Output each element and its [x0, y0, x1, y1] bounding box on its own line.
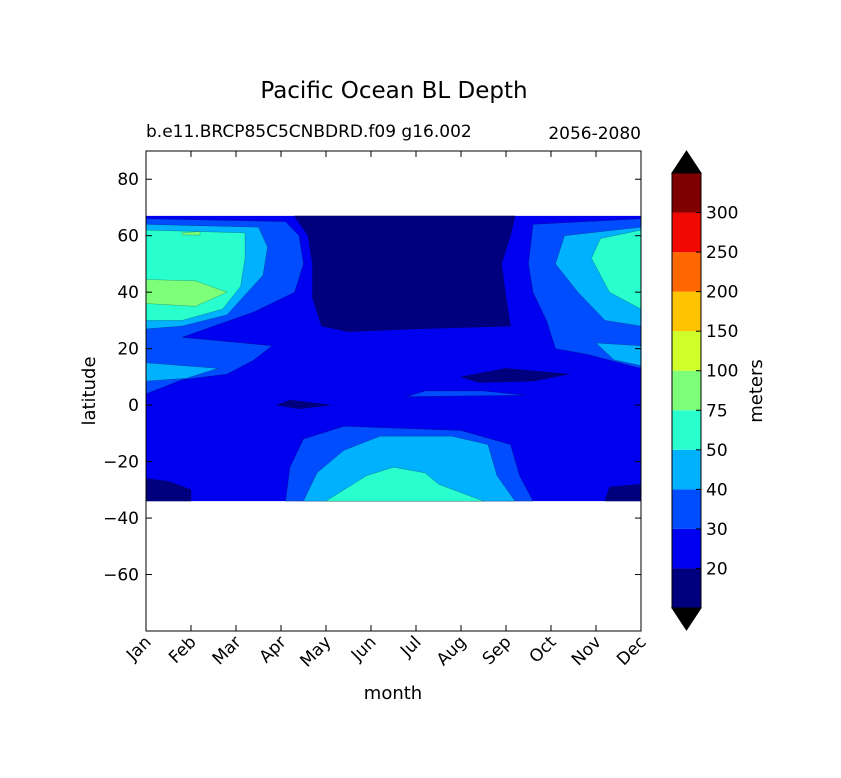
y-tick-label: 60 — [117, 227, 139, 247]
x-tick-label-mar: Mar — [209, 632, 246, 669]
contour-fill — [146, 215, 641, 502]
y-tick-label: 40 — [117, 283, 139, 303]
x-tick-label-aug: Aug — [433, 632, 471, 670]
x-tick-label-feb: Feb — [165, 632, 200, 667]
x-tick-label-nov: Nov — [568, 632, 606, 670]
contour-region-level-0 — [146, 478, 192, 502]
x-tick-label-jun: Jun — [347, 632, 381, 666]
contour-region-level-5 — [146, 279, 228, 307]
colorbar-tick-label: 50 — [706, 441, 728, 461]
contour-region-level-5 — [181, 231, 201, 236]
colorbar-segment — [672, 370, 701, 411]
y-tick-label: −40 — [103, 509, 139, 529]
colorbar-segment — [672, 489, 701, 529]
colorbar-tick-label: 150 — [706, 322, 738, 342]
colorbar-label: meters — [746, 359, 767, 423]
contour-region-level-0 — [604, 484, 641, 502]
colorbar-tick-label: 250 — [706, 243, 738, 263]
colorbar-tick-label: 30 — [706, 520, 728, 540]
x-tick-label-apr: Apr — [256, 632, 291, 667]
colorbar-segment — [672, 568, 701, 608]
colorbar-tick-label: 40 — [706, 480, 728, 500]
contour-region-level-0 — [275, 399, 331, 409]
y-axis-label: latitude — [79, 356, 100, 425]
chart-title: Pacific Ocean BL Depth — [260, 78, 527, 104]
colorbar: 20 30 40 50 75 100 150 200 250 300 — [671, 150, 738, 631]
y-tick-label: −60 — [103, 566, 139, 586]
colorbar-segment — [672, 252, 701, 292]
y-axis: 80 60 40 20 0 −20 −40 −60 — [103, 170, 641, 586]
colorbar-extend-bottom — [671, 607, 702, 631]
colorbar-tick-label: 300 — [706, 204, 738, 224]
chart-subtitle-left: b.e11.BRCP85C5CNBDRD.f09 g16.002 — [146, 122, 472, 142]
colorbar-segment — [672, 291, 701, 332]
colorbar-tick-label: 20 — [706, 559, 728, 579]
x-axis-label: month — [364, 683, 422, 704]
contour-region-level-3 — [146, 362, 219, 382]
colorbar-frame — [671, 172, 702, 609]
colorbar-tick-label: 200 — [706, 283, 738, 303]
contour-region-level-0 — [294, 215, 516, 332]
y-tick-label: 0 — [128, 396, 139, 416]
x-tick-label-jan: Jan — [122, 632, 155, 665]
colorbar-segment — [672, 331, 701, 371]
contour-region-level-2 — [406, 390, 525, 397]
contour-region-level-4 — [325, 467, 484, 502]
contour-region-level-4 — [591, 229, 641, 310]
chart-subtitle-right: 2056-2080 — [548, 124, 641, 144]
y-tick-label: 80 — [117, 170, 139, 190]
y-tick-label: −20 — [103, 453, 139, 473]
colorbar-segment — [672, 212, 701, 253]
x-tick-label-oct: Oct — [526, 632, 561, 667]
contour-region-level-3 — [595, 342, 641, 366]
x-tick-label-jul: Jul — [396, 632, 425, 661]
x-tick-label-sep: Sep — [479, 632, 516, 669]
colorbar-segment — [672, 449, 701, 490]
plot-frame — [145, 150, 642, 632]
y-tick-label: 20 — [117, 340, 139, 360]
colorbar-segment — [672, 173, 701, 213]
contour-region-level-0 — [460, 368, 570, 383]
colorbar-tick-label: 75 — [706, 401, 728, 421]
x-tick-label-dec: Dec — [613, 632, 650, 669]
colorbar-segment — [672, 528, 701, 569]
x-tick-label-may: May — [297, 632, 336, 671]
colorbar-extend-top — [671, 150, 702, 174]
colorbar-tick-label: 100 — [706, 362, 738, 382]
colorbar-segment — [672, 410, 701, 450]
